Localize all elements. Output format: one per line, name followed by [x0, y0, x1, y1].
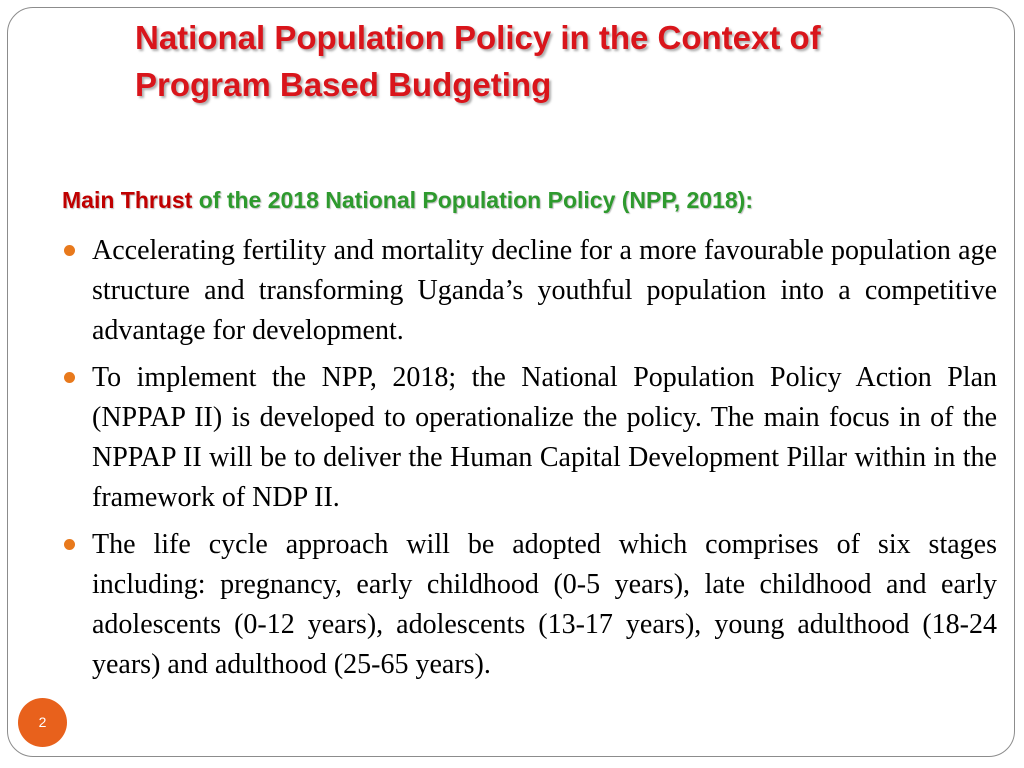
- subheading-rest: of the 2018 National Population Policy (…: [198, 187, 754, 213]
- bullet-dot-icon: [64, 372, 75, 383]
- slide-title: National Population Policy in the Contex…: [135, 14, 995, 108]
- bullet-text: The life cycle approach will be adopted …: [92, 529, 997, 680]
- slide-title-line-2: Program Based Budgeting: [135, 66, 552, 103]
- subheading-lead: Main Thrust: [62, 187, 199, 213]
- bullet-item: Accelerating fertility and mortality dec…: [60, 231, 997, 351]
- bullet-item: The life cycle approach will be adopted …: [60, 525, 997, 685]
- bullet-dot-icon: [64, 245, 75, 256]
- slide-title-line-1: National Population Policy in the Contex…: [135, 19, 821, 56]
- page-number-badge: 2: [18, 698, 67, 747]
- slide: National Population Policy in the Contex…: [7, 7, 1015, 757]
- bullet-list: Accelerating fertility and mortality dec…: [60, 231, 997, 692]
- bullet-text: To implement the NPP, 2018; the National…: [92, 362, 997, 513]
- bullet-item: To implement the NPP, 2018; the National…: [60, 358, 997, 518]
- bullet-dot-icon: [64, 539, 75, 550]
- section-subheading: Main Thrust of the 2018 National Populat…: [62, 184, 753, 216]
- bullet-text: Accelerating fertility and mortality dec…: [92, 235, 997, 346]
